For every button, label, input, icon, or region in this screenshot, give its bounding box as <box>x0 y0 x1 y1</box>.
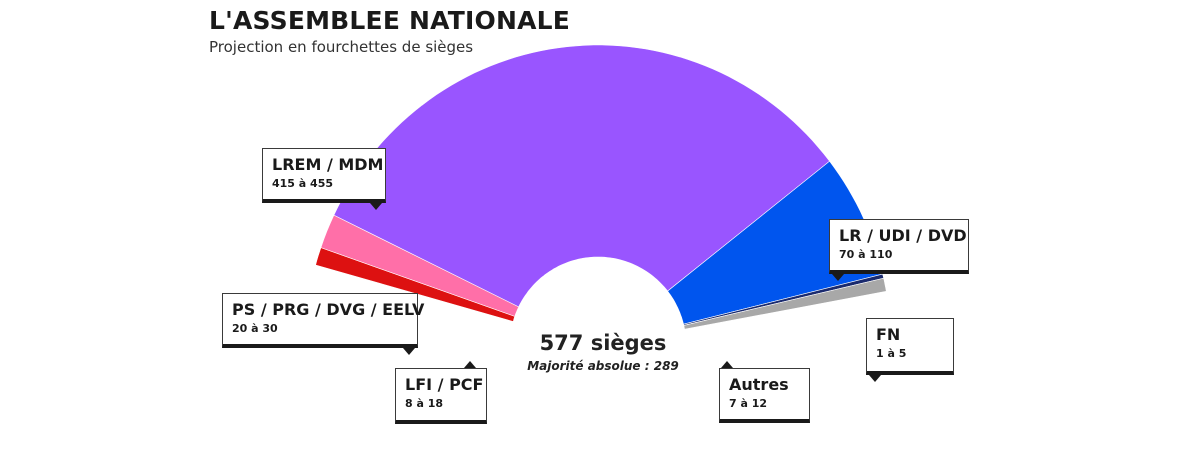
label-pointer <box>403 348 415 355</box>
label-pointer <box>869 375 881 382</box>
label-pointer <box>370 203 382 210</box>
seat-range-ps-prg-dvg-eelv: 20 à 30 <box>232 322 278 335</box>
seat-range-lrem-mdm: 415 à 455 <box>272 177 334 190</box>
party-name-lr-udi-dvd: LR / UDI / DVD <box>839 226 967 245</box>
chart-title: L'ASSEMBLEE NATIONALE <box>209 6 571 35</box>
total-seats-label: 577 sièges <box>539 331 667 355</box>
label-pointer <box>832 274 844 281</box>
seat-range-autres: 7 à 12 <box>729 397 768 410</box>
party-name-lfi-pcf: LFI / PCF <box>405 375 484 394</box>
label-lrem-mdm: LREM / MDM 415 à 455 <box>262 148 386 210</box>
party-name-lrem-mdm: LREM / MDM <box>272 155 384 174</box>
seat-range-lr-udi-dvd: 70 à 110 <box>839 248 893 261</box>
label-pointer <box>721 361 733 368</box>
party-name-autres: Autres <box>729 375 789 394</box>
label-pointer <box>464 361 476 368</box>
chart-subtitle: Projection en fourchettes de sièges <box>209 38 474 56</box>
label-autres: Autres 7 à 12 <box>719 361 810 423</box>
label-lfi-pcf: LFI / PCF 8 à 18 <box>395 361 487 424</box>
label-fn: FN 1 à 5 <box>866 318 954 382</box>
label-ps-prg-dvg-eelv: PS / PRG / DVG / EELV 20 à 30 <box>222 293 425 355</box>
seat-range-lfi-pcf: 8 à 18 <box>405 397 444 410</box>
majority-label: Majorité absolue : 289 <box>527 359 679 373</box>
label-lr-udi-dvd: LR / UDI / DVD 70 à 110 <box>829 219 969 281</box>
seat-range-fn: 1 à 5 <box>876 347 907 360</box>
seat-segment-autres <box>683 277 887 330</box>
party-name-ps-prg-dvg-eelv: PS / PRG / DVG / EELV <box>232 300 425 319</box>
party-name-fn: FN <box>876 325 901 344</box>
